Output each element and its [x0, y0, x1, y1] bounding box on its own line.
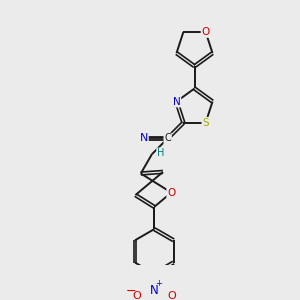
Text: +: +	[155, 278, 162, 287]
Text: O: O	[167, 291, 176, 300]
Text: N: N	[150, 284, 159, 297]
Text: S: S	[202, 118, 209, 128]
Text: O: O	[202, 27, 210, 37]
Text: N: N	[172, 97, 180, 106]
Text: O: O	[133, 291, 141, 300]
Text: C: C	[164, 134, 171, 143]
Text: −: −	[126, 285, 136, 298]
Text: O: O	[167, 188, 176, 198]
Text: N: N	[140, 134, 148, 143]
Text: H: H	[157, 148, 164, 158]
